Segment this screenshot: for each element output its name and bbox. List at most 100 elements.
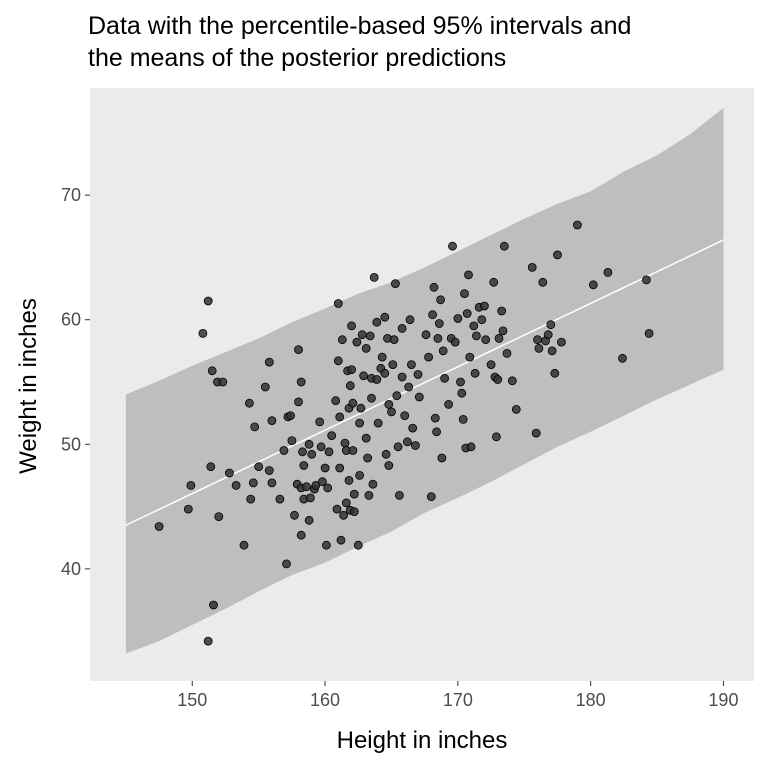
data-point xyxy=(393,442,403,452)
data-point xyxy=(430,413,440,423)
data-point xyxy=(493,375,503,384)
data-point xyxy=(547,346,557,356)
data-point xyxy=(471,331,481,341)
data-point xyxy=(203,296,213,306)
data-point xyxy=(405,315,415,325)
data-point xyxy=(186,480,196,490)
data-point xyxy=(340,438,350,448)
data-point xyxy=(397,323,407,333)
data-point xyxy=(450,337,460,347)
data-point xyxy=(327,431,337,441)
chart-title-line-1: Data with the percentile-based 95% inter… xyxy=(88,12,631,40)
data-point xyxy=(305,493,315,503)
data-point xyxy=(267,416,277,426)
data-point xyxy=(302,482,311,492)
data-point xyxy=(489,277,499,287)
data-point xyxy=(377,352,387,362)
data-point xyxy=(355,418,365,428)
data-point xyxy=(335,412,345,422)
data-point xyxy=(424,352,434,362)
y-axis-title: Weight in inches xyxy=(15,298,42,474)
data-point xyxy=(347,365,357,375)
data-point xyxy=(456,377,465,387)
data-point xyxy=(437,453,447,463)
data-point xyxy=(359,371,369,381)
data-point xyxy=(413,370,423,379)
data-point xyxy=(533,335,542,345)
data-point xyxy=(344,475,354,485)
data-point xyxy=(231,480,241,490)
x-axis-title: Height in inches xyxy=(337,727,508,754)
data-point xyxy=(209,600,218,610)
data-point xyxy=(349,507,359,517)
data-point xyxy=(316,442,326,452)
data-point xyxy=(553,250,562,260)
data-point xyxy=(453,314,463,323)
data-point xyxy=(458,414,468,424)
data-point xyxy=(290,510,299,520)
data-point xyxy=(380,368,390,378)
data-point xyxy=(368,479,378,489)
data-point xyxy=(388,360,398,370)
data-point xyxy=(357,330,367,340)
data-point xyxy=(460,289,469,299)
data-point xyxy=(341,498,351,508)
data-point xyxy=(317,477,327,487)
data-point xyxy=(198,328,208,338)
data-point xyxy=(321,540,331,550)
data-point xyxy=(497,306,507,316)
data-point xyxy=(470,368,480,378)
data-point xyxy=(588,280,598,290)
data-point xyxy=(486,360,496,370)
data-point xyxy=(353,540,363,550)
data-point xyxy=(502,348,512,358)
data-point xyxy=(531,428,541,438)
data-point xyxy=(538,277,548,287)
data-point xyxy=(372,375,382,384)
data-point xyxy=(642,275,651,285)
data-point xyxy=(336,535,346,545)
data-point xyxy=(355,470,365,480)
data-point xyxy=(491,432,501,442)
chart-title-line-2: the means of the posterior predictions xyxy=(88,44,506,72)
data-point xyxy=(406,360,416,370)
data-point xyxy=(332,504,342,514)
data-point xyxy=(494,333,504,343)
data-point xyxy=(464,270,473,280)
data-point xyxy=(507,376,517,386)
data-point xyxy=(254,462,264,472)
data-point xyxy=(286,411,295,421)
data-point xyxy=(348,446,358,455)
data-point xyxy=(337,335,347,345)
data-point xyxy=(207,366,217,376)
data-point xyxy=(296,530,306,540)
data-point xyxy=(384,461,394,470)
data-point xyxy=(414,392,424,402)
data-point xyxy=(333,356,343,366)
data-point xyxy=(324,447,334,457)
data-point xyxy=(527,262,537,272)
data-point xyxy=(466,442,476,452)
data-point xyxy=(347,321,357,331)
data-point xyxy=(203,636,213,646)
data-point xyxy=(369,272,379,282)
data-point xyxy=(394,490,404,500)
data-point xyxy=(387,407,396,417)
data-point xyxy=(448,241,457,251)
data-point xyxy=(380,312,390,322)
data-point xyxy=(296,377,306,387)
data-point xyxy=(264,357,274,367)
x-tick-label: 170 xyxy=(443,690,473,710)
data-point xyxy=(373,418,383,428)
data-point xyxy=(392,391,402,401)
data-point xyxy=(361,433,371,443)
data-point xyxy=(410,441,420,450)
data-point xyxy=(244,398,254,408)
data-point xyxy=(206,462,216,472)
data-point xyxy=(356,403,366,413)
data-point xyxy=(546,320,556,330)
data-point xyxy=(287,436,297,446)
y-tick-label: 60 xyxy=(61,310,81,330)
data-point xyxy=(275,494,285,504)
data-point xyxy=(214,512,224,521)
